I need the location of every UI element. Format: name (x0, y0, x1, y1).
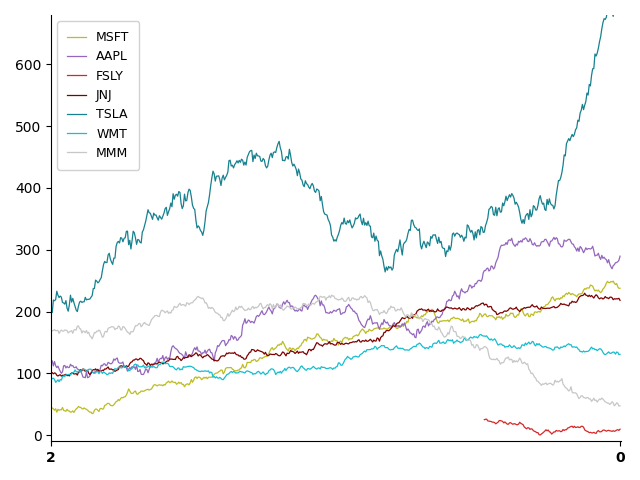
MMM (616, 403, 624, 408)
WMT (322, 366, 330, 372)
Line: JNJ: JNJ (51, 293, 620, 376)
Line: WMT: WMT (51, 335, 620, 383)
AAPL (47, 358, 55, 364)
MMM (387, 303, 395, 309)
TSLA (356, 211, 364, 217)
MMM (615, 403, 623, 409)
AAPL (515, 239, 522, 244)
WMT (516, 346, 524, 351)
FSLY (513, 422, 521, 428)
MMM (515, 358, 522, 363)
JNJ (605, 296, 612, 301)
TSLA (322, 212, 330, 217)
MMM (321, 294, 328, 300)
AAPL (84, 375, 92, 381)
JNJ (616, 298, 624, 303)
JNJ (387, 326, 395, 332)
TSLA (49, 310, 56, 315)
Line: AAPL: AAPL (51, 238, 620, 378)
WMT (605, 349, 612, 355)
JNJ (581, 290, 589, 296)
AAPL (616, 253, 624, 259)
MSFT (322, 337, 330, 343)
MMM (47, 327, 55, 333)
WMT (477, 332, 484, 337)
WMT (319, 364, 326, 370)
FSLY (616, 426, 624, 432)
WMT (47, 377, 55, 383)
TSLA (387, 264, 395, 270)
JNJ (47, 371, 55, 376)
Line: MSFT: MSFT (51, 281, 620, 414)
MSFT (515, 312, 522, 318)
TSLA (319, 202, 326, 207)
Line: MMM: MMM (51, 295, 620, 406)
AAPL (322, 310, 330, 315)
Line: TSLA: TSLA (51, 0, 620, 312)
JNJ (356, 339, 364, 345)
MSFT (47, 405, 55, 410)
JNJ (515, 307, 522, 313)
AAPL (319, 302, 326, 308)
MMM (356, 294, 364, 300)
Legend: MSFT, AAPL, FSLY, JNJ, TSLA, WMT, MMM: MSFT, AAPL, FSLY, JNJ, TSLA, WMT, MMM (58, 21, 140, 170)
JNJ (58, 373, 65, 379)
MSFT (616, 285, 624, 291)
TSLA (604, 6, 611, 12)
AAPL (387, 323, 395, 329)
MSFT (387, 325, 395, 331)
AAPL (356, 319, 364, 325)
FSLY (602, 428, 610, 434)
JNJ (322, 341, 330, 347)
WMT (387, 347, 395, 353)
TSLA (47, 309, 55, 314)
WMT (52, 380, 60, 385)
MSFT (88, 411, 96, 417)
TSLA (515, 204, 522, 210)
MSFT (356, 329, 364, 335)
AAPL (605, 257, 612, 263)
Line: FSLY: FSLY (484, 419, 620, 435)
WMT (356, 352, 364, 358)
MMM (317, 294, 325, 300)
MMM (328, 292, 335, 298)
MMM (604, 400, 611, 406)
WMT (616, 351, 624, 357)
MSFT (319, 338, 326, 344)
MSFT (609, 278, 617, 284)
MSFT (604, 278, 611, 284)
AAPL (550, 235, 557, 240)
JNJ (319, 343, 326, 349)
